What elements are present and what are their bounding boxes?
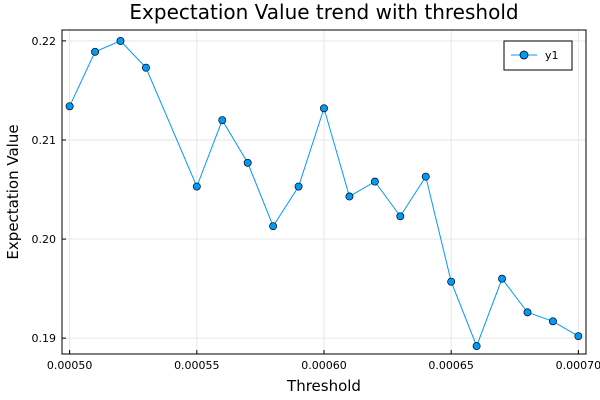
x-axis-label: Threshold (286, 377, 361, 395)
data-point (498, 274, 507, 283)
legend: y1 (503, 40, 573, 71)
series (65, 36, 583, 351)
data-point (523, 308, 532, 317)
x-ticks: 0.00050 0.00055 0.00060 0.00065 0.00070 (47, 350, 600, 372)
x-tick-label: 0.00070 (556, 359, 600, 372)
x-tick-label: 0.00050 (47, 359, 93, 372)
y-tick-label: 0.22 (32, 35, 57, 48)
y-axis-label: Expectation Value (4, 124, 22, 259)
data-point (548, 317, 557, 326)
data-point (472, 342, 481, 351)
data-point (218, 116, 227, 125)
data-point (345, 192, 354, 201)
series-line (69, 40, 579, 348)
y-tick-label: 0.21 (32, 134, 57, 147)
legend-marker (519, 50, 529, 60)
data-point (421, 172, 430, 181)
y-tick-label: 0.20 (32, 233, 57, 246)
data-point (320, 104, 328, 113)
legend-label: y1 (545, 49, 559, 62)
x-tick-label: 0.00060 (301, 359, 347, 372)
x-tick-label: 0.00065 (428, 359, 474, 372)
data-point (141, 63, 150, 72)
data-point (116, 36, 125, 45)
chart-title: Expectation Value trend with threshold (129, 0, 518, 24)
data-point (574, 332, 583, 341)
grid (62, 30, 586, 354)
data-point (447, 277, 456, 286)
data-point (370, 177, 379, 186)
data-point (396, 212, 405, 221)
data-point (243, 158, 252, 167)
y-ticks: 0.19 0.20 0.21 0.22 (32, 35, 66, 345)
data-point (192, 182, 201, 191)
y-tick-label: 0.19 (32, 332, 57, 345)
data-point (294, 182, 303, 191)
data-point (91, 47, 100, 56)
data-point (269, 222, 278, 231)
data-point (65, 102, 74, 111)
x-tick-label: 0.00055 (174, 359, 220, 372)
